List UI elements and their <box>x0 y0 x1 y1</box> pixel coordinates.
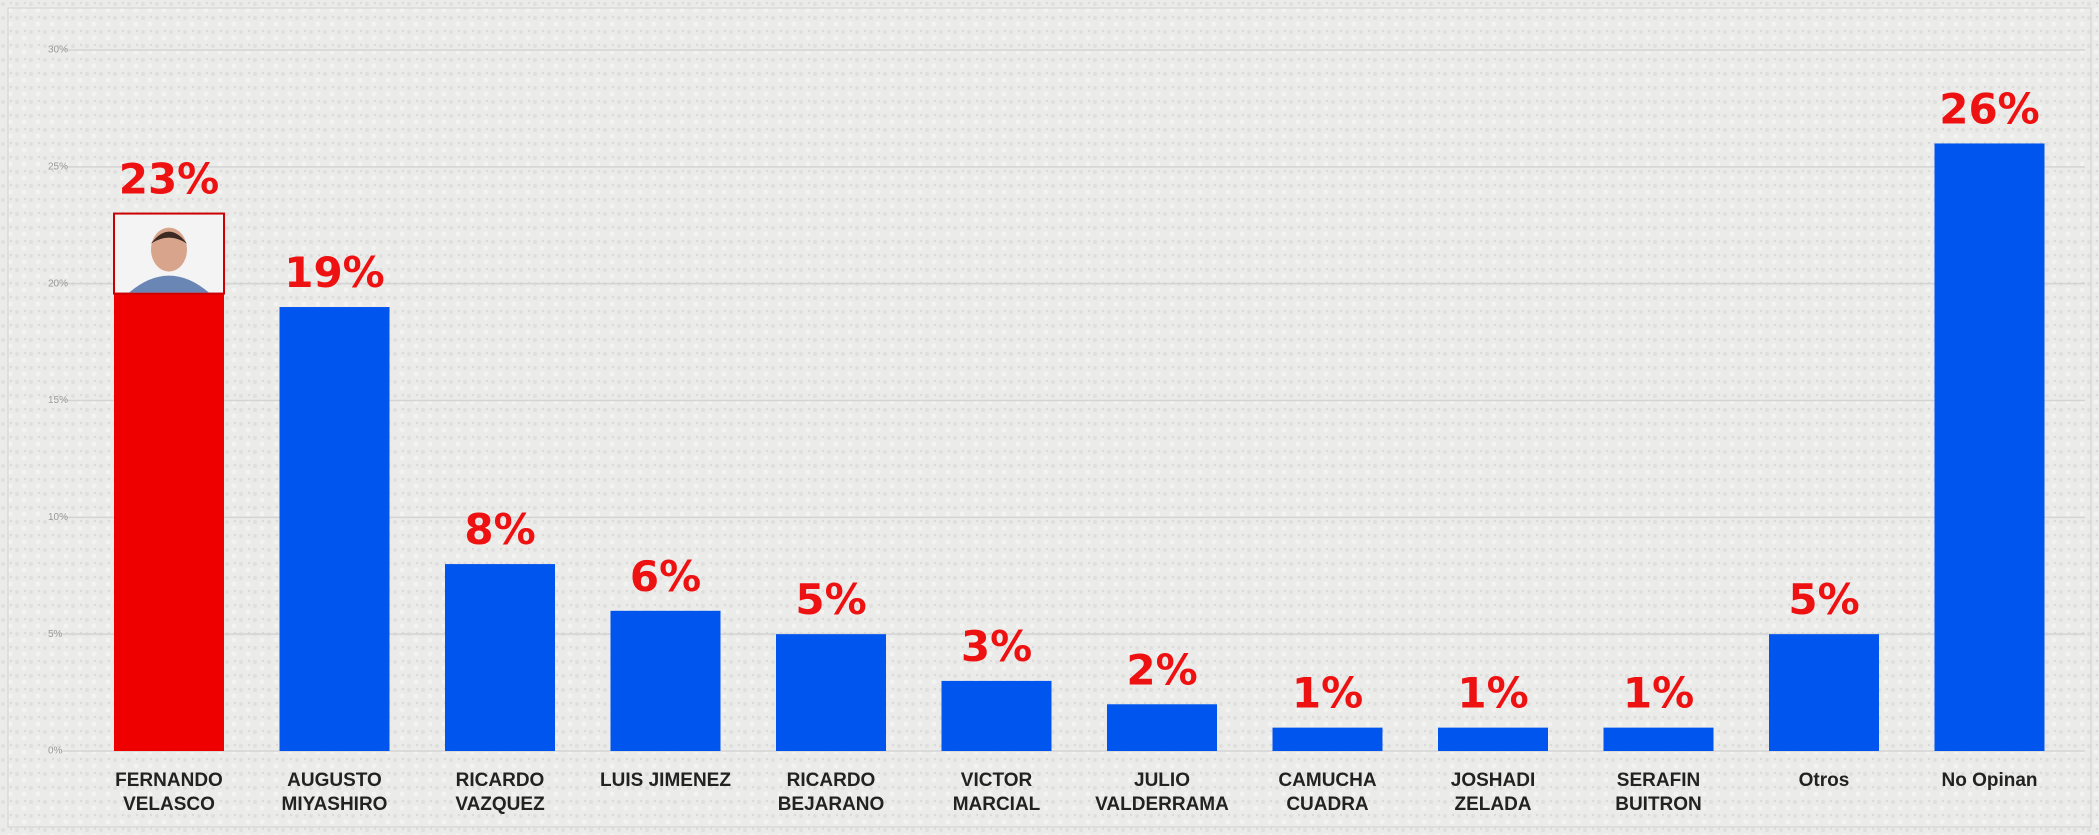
value-label: 2% <box>1126 645 1197 694</box>
x-tick-label: VICTOR <box>961 770 1033 791</box>
bar <box>445 564 555 751</box>
value-label: 19% <box>284 248 385 297</box>
x-tick-label: JOSHADI <box>1451 770 1535 791</box>
x-tick-label: MARCIAL <box>953 794 1041 815</box>
value-label: 26% <box>1939 84 2040 133</box>
candidate-photo <box>113 212 225 295</box>
bar <box>1603 727 1714 751</box>
chart-border <box>7 7 2092 828</box>
value-label: 1% <box>1457 669 1528 718</box>
y-tick-label: 20% <box>48 278 68 289</box>
value-label: 5% <box>1788 575 1859 624</box>
bar <box>1272 727 1383 751</box>
value-label: 1% <box>1623 669 1694 718</box>
value-label: 6% <box>630 552 701 601</box>
y-tick-label: 5% <box>48 629 63 640</box>
x-tick-label: RICARDO <box>456 770 545 791</box>
bar <box>610 610 721 751</box>
x-tick-label: MIYASHIRO <box>282 794 388 815</box>
y-tick-label: 0% <box>48 746 63 757</box>
x-tick-label: No Opinan <box>1941 770 2037 791</box>
bar <box>1107 704 1217 751</box>
bar <box>1769 634 1879 751</box>
x-tick-label: CAMUCHA <box>1278 770 1376 791</box>
bar <box>114 213 224 752</box>
bar <box>1934 143 2045 751</box>
x-tick-label: VELASCO <box>123 794 215 815</box>
x-tick-label: Otros <box>1799 770 1850 791</box>
bar <box>279 307 390 751</box>
y-tick-label: 10% <box>48 512 68 523</box>
y-tick-label: 30% <box>48 45 68 56</box>
x-tick-label: ZELADA <box>1454 794 1531 815</box>
value-label: 5% <box>795 575 866 624</box>
x-tick-label: LUIS JIMENEZ <box>600 770 731 791</box>
x-tick-label: VALDERRAMA <box>1095 794 1229 815</box>
y-tick-label: 25% <box>48 161 68 172</box>
value-label: 3% <box>961 622 1032 671</box>
bar <box>941 680 1052 751</box>
bar <box>1438 727 1548 751</box>
x-tick-label: AUGUSTO <box>287 770 382 791</box>
value-label: 1% <box>1292 669 1363 718</box>
x-tick-label: FERNANDO <box>115 770 223 791</box>
bar <box>776 634 886 751</box>
x-tick-label: SERAFIN <box>1617 770 1700 791</box>
x-tick-label: BUITRON <box>1615 794 1702 815</box>
value-label: 8% <box>464 505 535 554</box>
x-tick-label: JULIO <box>1134 770 1190 791</box>
x-tick-label: CUADRA <box>1286 794 1369 815</box>
x-tick-label: RICARDO <box>787 770 876 791</box>
x-tick-label: VAZQUEZ <box>455 794 545 815</box>
value-label: 23% <box>119 155 220 204</box>
x-tick-label: BEJARANO <box>778 794 885 815</box>
y-tick-label: 15% <box>48 395 68 406</box>
